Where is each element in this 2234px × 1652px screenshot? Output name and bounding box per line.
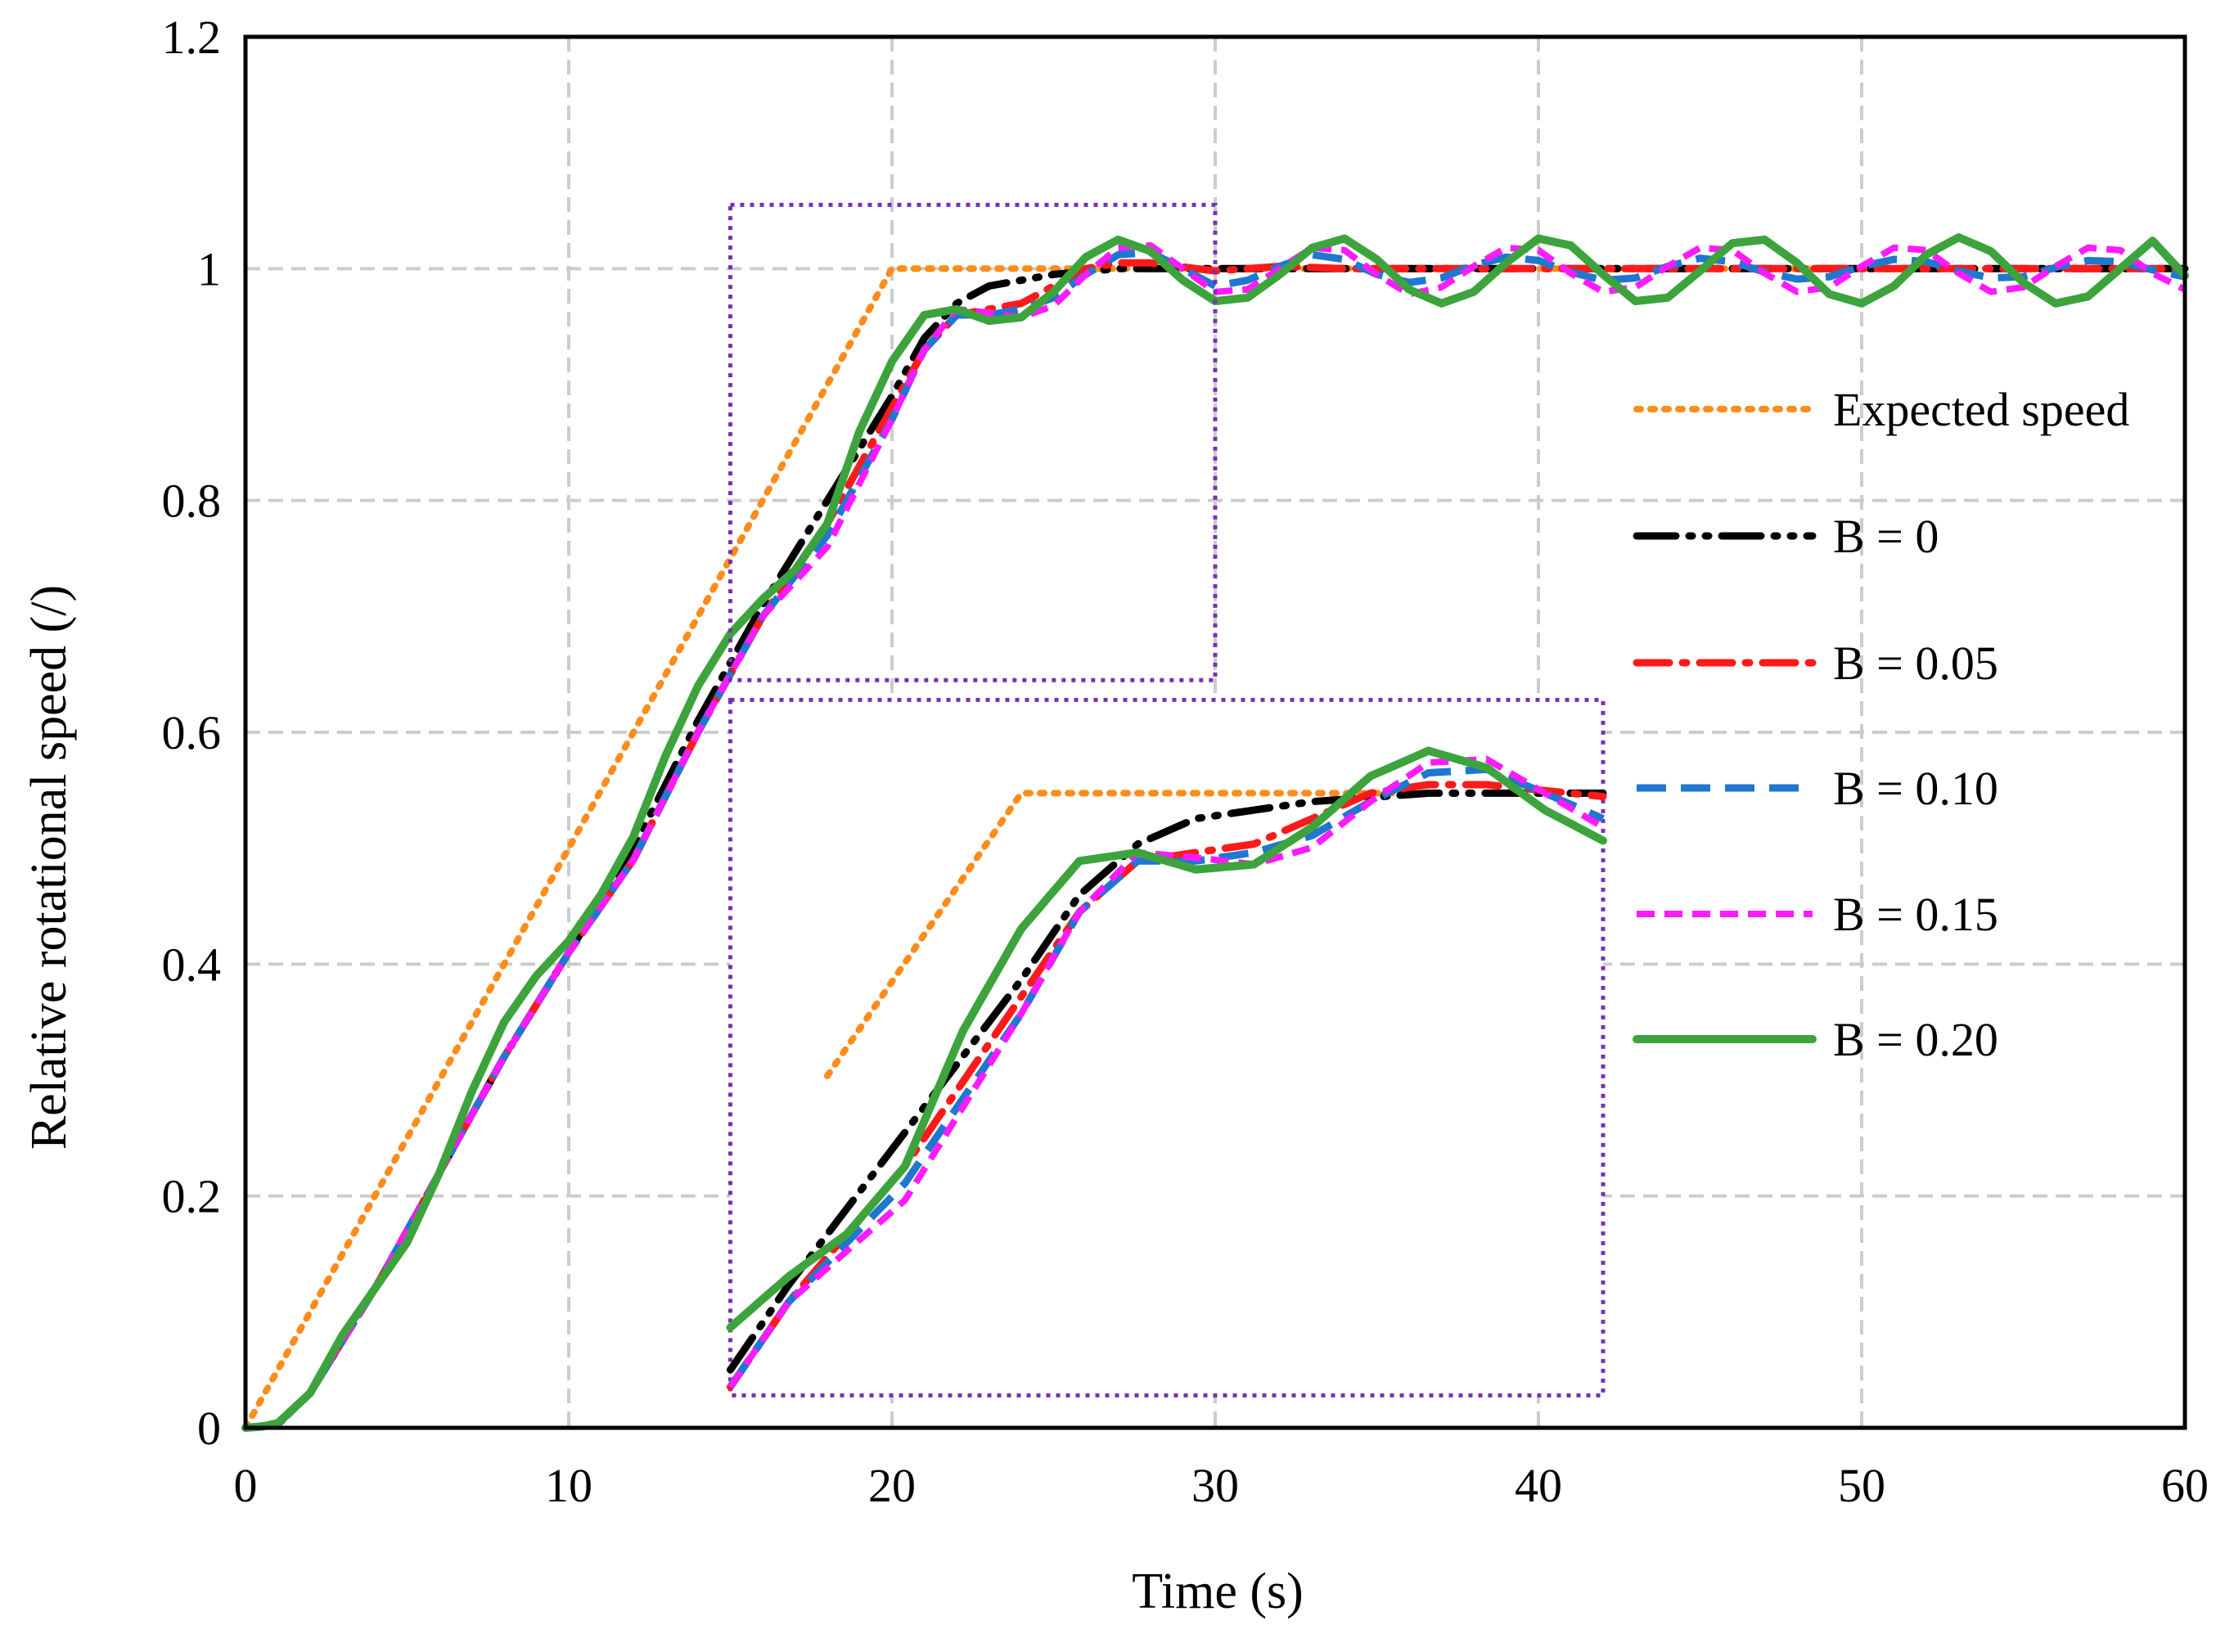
legend-label-1: B = 0 xyxy=(1833,510,1939,563)
legend-label-3: B = 0.10 xyxy=(1833,762,1998,815)
legend-label-5: B = 0.20 xyxy=(1833,1013,1998,1066)
legend-label-4: B = 0.15 xyxy=(1833,888,1998,941)
x-ticks: 0 10 20 30 40 50 60 xyxy=(234,1459,2209,1512)
x-tick-label: 60 xyxy=(2161,1459,2209,1512)
x-tick-label: 0 xyxy=(234,1459,258,1512)
series-main xyxy=(241,233,2189,1432)
inset-series-line-2 xyxy=(727,781,1607,1391)
y-ticks: 0 0.2 0.4 0.6 0.8 1 1.2 xyxy=(162,11,222,1455)
y-tick-label: 1.2 xyxy=(162,11,222,64)
series-line-4 xyxy=(245,242,2187,1431)
x-tick-label: 50 xyxy=(1838,1459,1885,1512)
y-tick-label: 1 xyxy=(197,242,221,295)
y-axis-title: Relative rotational speed (/) xyxy=(21,585,77,1150)
inset-series-line-5 xyxy=(726,746,1607,1332)
legend-label-2: B = 0.05 xyxy=(1833,637,1998,690)
inset-series-line-0 xyxy=(824,790,1412,1079)
legend: Expected speed B = 0 B = 0.05 B = 0.10 B = 0… xyxy=(1633,383,2129,1066)
series-line-3 xyxy=(245,249,2186,1432)
x-tick-label: 10 xyxy=(545,1459,592,1512)
y-tick-label: 0 xyxy=(197,1402,221,1455)
x-tick-label: 40 xyxy=(1515,1459,1562,1512)
y-tick-label: 0.2 xyxy=(162,1170,222,1223)
series-inset xyxy=(726,746,1607,1391)
zoom-source-box xyxy=(728,202,1218,682)
x-tick-label: 30 xyxy=(1191,1459,1239,1512)
inset-box xyxy=(728,697,1606,1398)
y-tick-label: 0.6 xyxy=(162,706,222,759)
x-tick-label: 20 xyxy=(868,1459,916,1512)
y-tick-label: 0.8 xyxy=(162,475,222,528)
y-tick-label: 0.4 xyxy=(162,938,222,991)
x-axis-title: Time (s) xyxy=(1132,1564,1304,1619)
series-line-5 xyxy=(241,233,2189,1432)
plot-frame xyxy=(243,34,2187,1430)
legend-label-0: Expected speed xyxy=(1833,383,2129,436)
